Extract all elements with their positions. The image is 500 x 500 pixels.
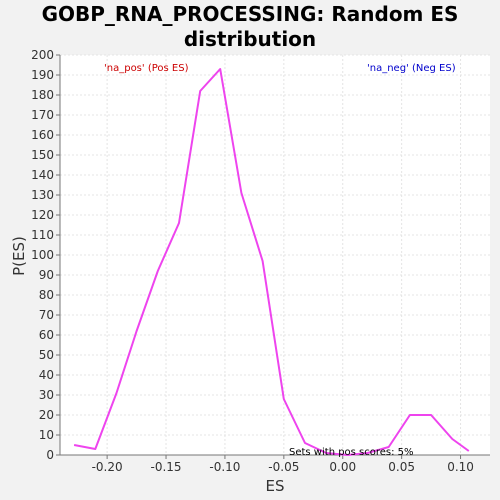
y-tick-label: 170 xyxy=(31,108,54,122)
y-tick-label: 140 xyxy=(31,168,54,182)
x-axis-label: ES xyxy=(266,477,285,495)
y-tick-label: 60 xyxy=(39,328,54,342)
y-tick-label: 80 xyxy=(39,288,54,302)
y-tick-label: 100 xyxy=(31,248,54,262)
x-tick-label: -0.05 xyxy=(268,460,299,474)
annotation-sets-pos-scores: Sets with pos scores: 5% xyxy=(289,447,414,458)
y-tick-label: 120 xyxy=(31,208,54,222)
y-tick-label: 180 xyxy=(31,88,54,102)
y-tick-label: 190 xyxy=(31,68,54,82)
x-tick-label: -0.15 xyxy=(150,460,181,474)
annotation-pos-es: 'na_pos' (Pos ES) xyxy=(104,63,189,74)
x-tick-label: -0.10 xyxy=(209,460,240,474)
y-tick-label: 10 xyxy=(39,428,54,442)
y-tick-label: 40 xyxy=(39,368,54,382)
y-axis-label: P(ES) xyxy=(10,236,28,276)
x-tick-label: 0.00 xyxy=(329,460,356,474)
y-ticks: 0 10 20 30 40 50 60 70 80 90 100 110 120 130 140 150 160… xyxy=(31,48,60,462)
x-tick-label: -0.20 xyxy=(92,460,123,474)
y-tick-label: 50 xyxy=(39,348,54,362)
x-ticks: -0.20 -0.15 -0.10 -0.05 0.00 0.05 0.10 xyxy=(92,455,474,474)
x-tick-label: 0.10 xyxy=(447,460,474,474)
y-tick-label: 200 xyxy=(31,48,54,62)
y-tick-label: 70 xyxy=(39,308,54,322)
y-tick-label: 0 xyxy=(46,448,54,462)
y-tick-label: 130 xyxy=(31,188,54,202)
y-tick-label: 30 xyxy=(39,388,54,402)
y-tick-label: 150 xyxy=(31,148,54,162)
annotation-neg-es: 'na_neg' (Neg ES) xyxy=(367,63,456,74)
y-tick-label: 110 xyxy=(31,228,54,242)
y-tick-label: 90 xyxy=(39,268,54,282)
y-tick-label: 20 xyxy=(39,408,54,422)
x-tick-label: 0.05 xyxy=(388,460,415,474)
y-tick-label: 160 xyxy=(31,128,54,142)
